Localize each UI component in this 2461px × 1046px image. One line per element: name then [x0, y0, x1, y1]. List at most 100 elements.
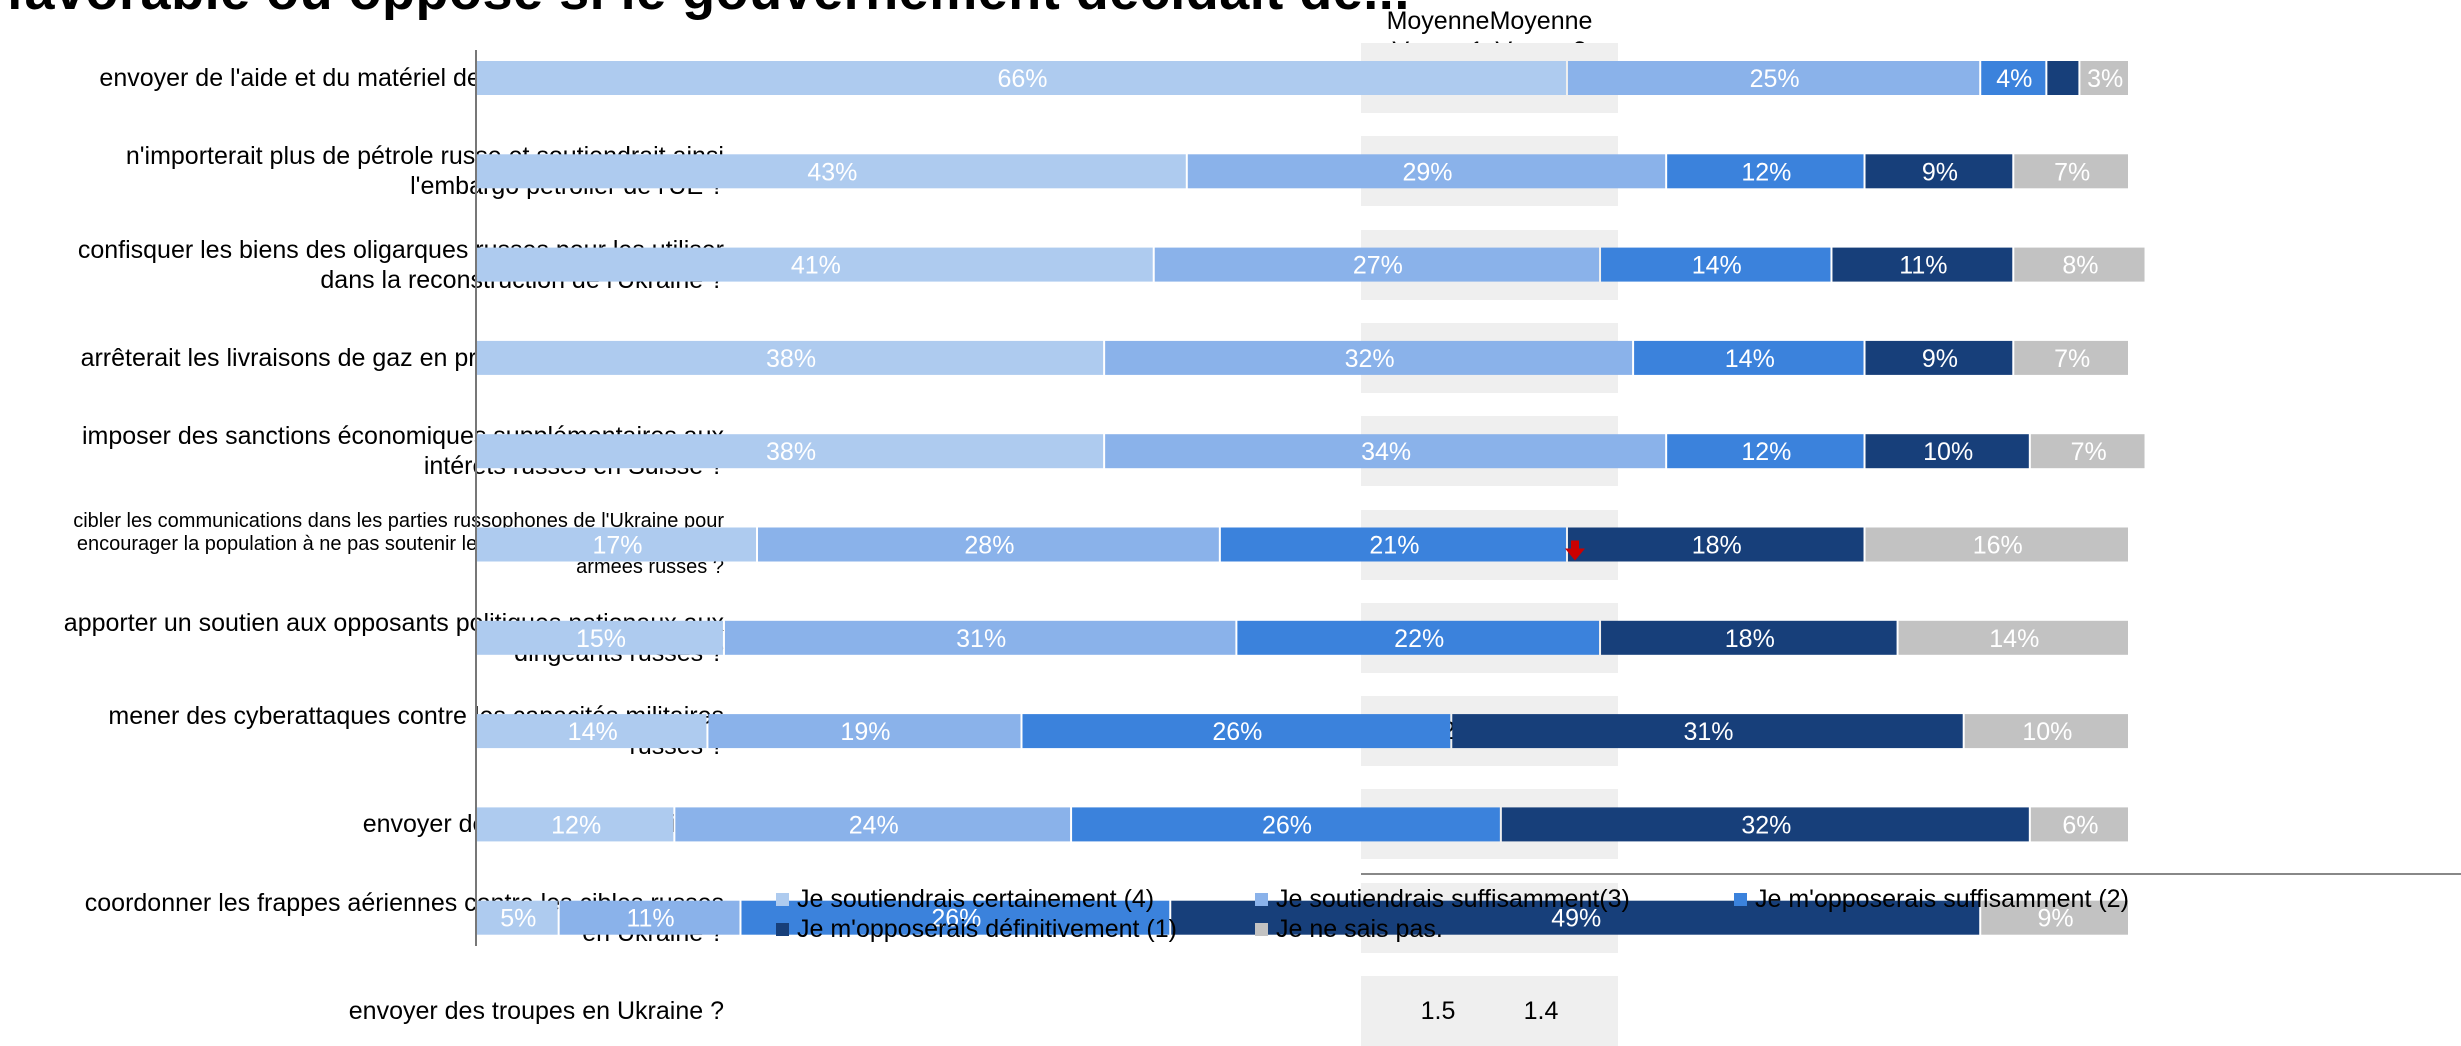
bar-segment [1567, 61, 1980, 95]
bar-segment [1981, 900, 2128, 935]
stacked-bar-chart: 66% 25% 4% 3% 43% 29% 12% 9% 7% 41% 27% 14% 11% 8% 38%… [475, 50, 2461, 946]
bar-data-label: 26% [1262, 811, 1312, 839]
bar-data-label: 17% [592, 532, 642, 560]
bar-data-label: 14% [1989, 625, 2039, 653]
bar-segment [675, 807, 1071, 842]
bar-segment [758, 527, 1219, 562]
bar-data-label: 29% [1402, 158, 1452, 186]
bar-segment [708, 714, 1021, 749]
bar-data-label: 32% [1741, 811, 1791, 839]
legend-label: Je ne sais pas. [1276, 915, 1443, 943]
bar-data-label: 3% [2087, 65, 2123, 93]
bar-segment [724, 620, 1236, 655]
legend-swatch [776, 893, 789, 906]
bar-segment [1567, 527, 1864, 562]
bar-segment [1072, 807, 1500, 842]
bar-segment [1667, 154, 1864, 189]
bar-segment [2047, 61, 2079, 95]
bar-data-label: 9% [1922, 158, 1958, 186]
bar-segment [477, 807, 674, 842]
bar-segment [1865, 527, 2128, 562]
bar-data-label: 27% [1353, 252, 1403, 280]
legend-label: Je soutiendrais certainement (4) [797, 885, 1155, 913]
bar-segment [2030, 434, 2145, 469]
bar-segment [477, 154, 1186, 189]
bar-segment [1634, 340, 1864, 375]
bar-data-label: 6% [2062, 811, 2098, 839]
bar-segment [1865, 434, 2029, 469]
chart-title: favorable ou opposé si le gouvernement d… [6, 0, 1410, 22]
legend-swatch [776, 923, 789, 936]
question-label: envoyer des troupes en Ukraine ? [349, 996, 724, 1026]
bar-segment [2014, 340, 2128, 375]
bar-data-label: 26% [1212, 718, 1262, 746]
bar-segment [559, 900, 740, 935]
bar-segment [477, 340, 1104, 375]
bar-data-label: 32% [1345, 345, 1395, 373]
bar-data-label: 18% [1692, 532, 1742, 560]
bar-data-label: 22% [1394, 625, 1444, 653]
bar-data-label: 9% [1922, 345, 1958, 373]
bar-data-label: 41% [791, 252, 841, 280]
bar-data-label: 26% [931, 905, 981, 933]
legend-item: Je ne sais pas. [1255, 915, 1443, 944]
bar-data-label: 38% [766, 345, 816, 373]
bar-data-label: 31% [956, 625, 1006, 653]
bar-segment [1501, 807, 2029, 842]
legend-item: Je m'opposerais suffisamment (2) [1734, 885, 2129, 914]
bar-data-label: 12% [1741, 438, 1791, 466]
avg-header-line: Moyenne [1489, 7, 1593, 35]
bar-data-label: 12% [1741, 158, 1791, 186]
bar-data-label: 34% [1361, 438, 1411, 466]
bar-segment [1601, 247, 1831, 282]
bar-data-label: 14% [1725, 345, 1775, 373]
bar-segment [1452, 714, 1963, 749]
bar-segment [1667, 434, 1864, 469]
bar-data-label: 43% [807, 158, 857, 186]
bar-data-label: 7% [2054, 158, 2090, 186]
question-label-line: cibler les communications dans les parti… [73, 510, 724, 532]
bar-segment [477, 434, 1104, 469]
bar-data-label: 11% [1899, 252, 1947, 280]
bar-segment [477, 61, 1566, 95]
legend-item: Je soutiendrais suffisamment(3) [1255, 885, 1630, 914]
bar-data-label: 49% [1551, 905, 1601, 933]
bar-data-label: 9% [2038, 905, 2074, 933]
legend-label: Je m'opposerais suffisamment (2) [1755, 885, 2129, 913]
bar-data-label: 21% [1369, 532, 1419, 560]
bar-segment [1105, 434, 1666, 469]
bar-data-label: 66% [997, 65, 1047, 93]
bar-segment [1832, 247, 2013, 282]
bar-data-label: 12% [551, 811, 601, 839]
bar-data-label: 7% [2071, 438, 2107, 466]
bar-data-label: 15% [576, 625, 626, 653]
bar-data-label: 11% [626, 905, 674, 933]
bar-data-label: 7% [2054, 345, 2090, 373]
legend-item: Je soutiendrais certainement (4) [776, 885, 1154, 914]
bar-data-label: 10% [1923, 438, 1973, 466]
down-arrow-icon [1565, 540, 1585, 561]
bar-data-label: 18% [1725, 625, 1775, 653]
legend-swatch [1255, 893, 1268, 906]
question-label-line: envoyer des troupes en Ukraine ? [348, 997, 724, 1025]
bar-segment [1105, 340, 1633, 375]
bar-segment [477, 714, 707, 749]
bar-data-label: 28% [964, 532, 1014, 560]
bar-segment [1898, 620, 2128, 655]
legend-label: Je m'opposerais définitivement (1) [797, 915, 1177, 943]
bar-segment [1022, 714, 1451, 749]
bar-segment [1154, 247, 1600, 282]
bar-segment [2014, 247, 2145, 282]
bar-segment [1187, 154, 1666, 189]
bar-segment [1964, 714, 2128, 749]
bar-segment [477, 900, 558, 935]
bar-segment [1865, 340, 2013, 375]
avg-header-line: Moyenne [1386, 7, 1490, 35]
bar-data-label: 24% [849, 811, 899, 839]
bar-segment [1220, 527, 1566, 562]
bar-data-label: 31% [1683, 718, 1733, 746]
bar-segment [1171, 900, 1980, 935]
bar-segment [1601, 620, 1897, 655]
bar-data-label: 14% [1692, 252, 1742, 280]
bar-data-label: 16% [1973, 532, 2023, 560]
